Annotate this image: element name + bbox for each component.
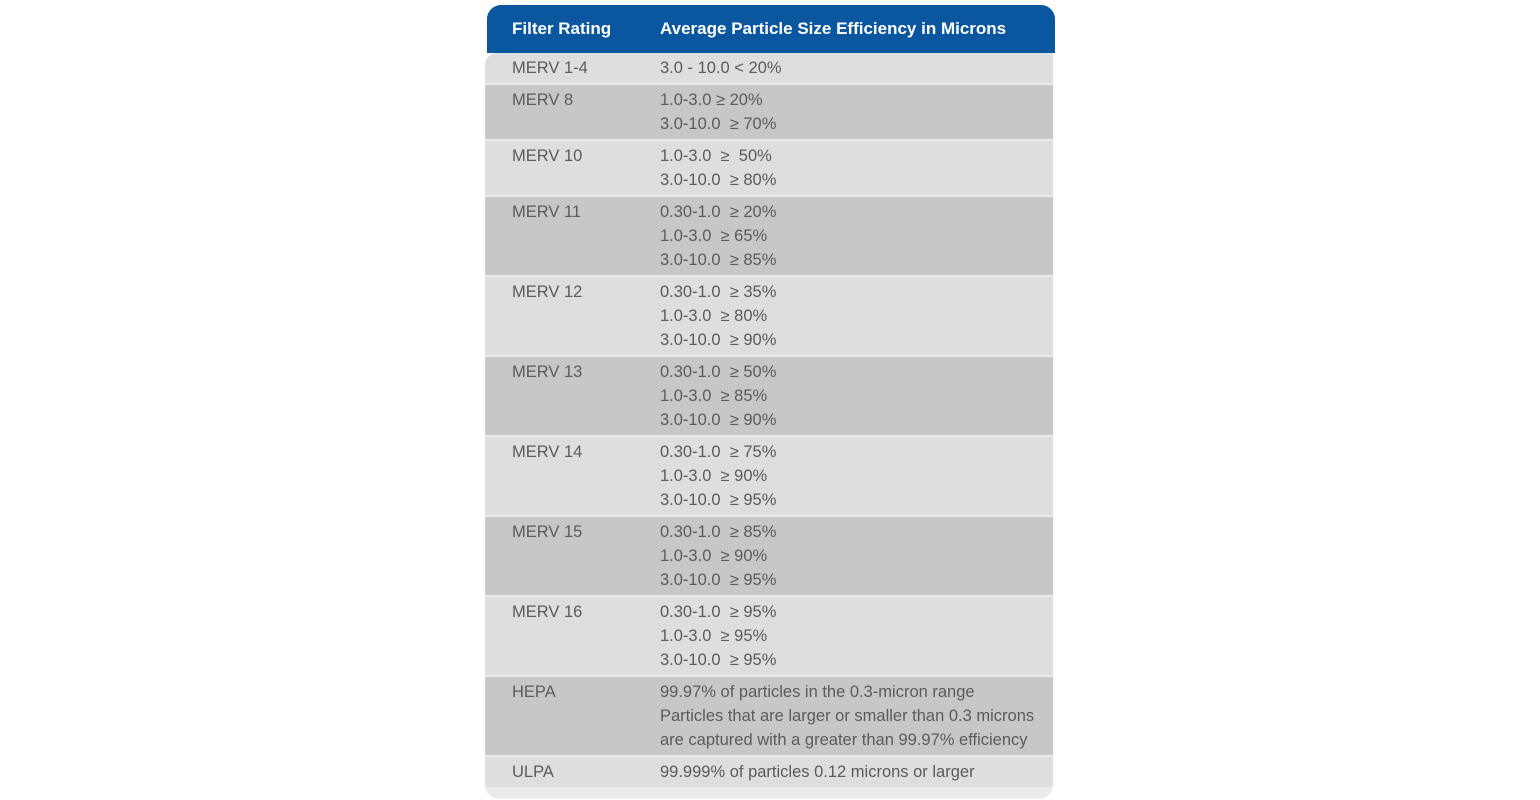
efficiency-cell: 1.0-3.0 ≥ 50% 3.0-10.0 ≥ 80% bbox=[660, 147, 777, 189]
header-filter-rating: Filter Rating bbox=[512, 19, 612, 38]
efficiency-cell: 3.0 - 10.0 < 20% bbox=[660, 59, 782, 77]
table-row: MERV 8 1.0-3.0 ≥ 20% 3.0-10.0 ≥ 70% bbox=[485, 85, 1053, 139]
efficiency-cell: 0.30-1.0 ≥ 20% 1.0-3.0 ≥ 65% 3.0-10.0 ≥ … bbox=[660, 203, 777, 269]
table-row: MERV 10 1.0-3.0 ≥ 50% 3.0-10.0 ≥ 80% bbox=[485, 141, 1053, 195]
filter-rating-cell: MERV 10 bbox=[512, 147, 583, 165]
filter-rating-cell: MERV 12 bbox=[512, 283, 583, 301]
efficiency-cell: 0.30-1.0 ≥ 75% 1.0-3.0 ≥ 90% 3.0-10.0 ≥ … bbox=[660, 443, 777, 509]
table-row: ULPA 99.999% of particles 0.12 microns or… bbox=[485, 757, 1053, 787]
filter-rating-cell: MERV 13 bbox=[512, 363, 583, 381]
table-row: MERV 1-4 3.0 - 10.0 < 20% bbox=[485, 53, 1053, 83]
filter-rating-cell: MERV 15 bbox=[512, 523, 583, 541]
efficiency-cell: 99.999% of particles 0.12 microns or lar… bbox=[660, 763, 975, 781]
table-row: MERV 13 0.30-1.0 ≥ 50% 1.0-3.0 ≥ 85% 3.0-… bbox=[485, 357, 1053, 435]
header-efficiency: Average Particle Size Efficiency in Micr… bbox=[660, 19, 1007, 38]
table-row: MERV 15 0.30-1.0 ≥ 85% 1.0-3.0 ≥ 90% 3.0-… bbox=[485, 517, 1053, 595]
filter-rating-cell: MERV 11 bbox=[512, 203, 582, 221]
table-row: HEPA 99.97% of particles in the 0.3-micro… bbox=[485, 677, 1053, 755]
table-row: MERV 12 0.30-1.0 ≥ 35% 1.0-3.0 ≥ 80% 3.0-… bbox=[485, 277, 1053, 355]
filter-rating-cell: MERV 16 bbox=[512, 603, 583, 621]
efficiency-cell: 0.30-1.0 ≥ 35% 1.0-3.0 ≥ 80% 3.0-10.0 ≥ … bbox=[660, 283, 777, 349]
filter-rating-cell: MERV 14 bbox=[512, 443, 583, 461]
table-body: MERV 1-4 3.0 - 10.0 < 20% MERV 8 1.0-3.0 ≥ … bbox=[485, 53, 1053, 799]
table-row: MERV 16 0.30-1.0 ≥ 95% 1.0-3.0 ≥ 95% 3.0-… bbox=[485, 597, 1053, 675]
efficiency-cell: 0.30-1.0 ≥ 50% 1.0-3.0 ≥ 85% 3.0-10.0 ≥ … bbox=[660, 363, 777, 429]
table-row: MERV 14 0.30-1.0 ≥ 75% 1.0-3.0 ≥ 90% 3.0-… bbox=[485, 437, 1053, 515]
table-header-bar: Filter Rating Average Particle Size Effi… bbox=[487, 5, 1055, 53]
efficiency-cell: 0.30-1.0 ≥ 85% 1.0-3.0 ≥ 90% 3.0-10.0 ≥ … bbox=[660, 523, 777, 589]
table-row: MERV 11 0.30-1.0 ≥ 20% 1.0-3.0 ≥ 65% 3.0-… bbox=[485, 197, 1053, 275]
filter-rating-cell: ULPA bbox=[512, 763, 554, 781]
efficiency-cell: 0.30-1.0 ≥ 95% 1.0-3.0 ≥ 95% 3.0-10.0 ≥ … bbox=[660, 603, 777, 669]
filter-rating-cell: MERV 8 bbox=[512, 91, 574, 109]
filter-rating-cell: MERV 1-4 bbox=[512, 59, 588, 77]
filter-rating-cell: HEPA bbox=[512, 683, 556, 701]
efficiency-cell: 1.0-3.0 ≥ 20% 3.0-10.0 ≥ 70% bbox=[660, 91, 777, 133]
efficiency-cell: 99.97% of particles in the 0.3-micron ra… bbox=[660, 683, 1035, 749]
